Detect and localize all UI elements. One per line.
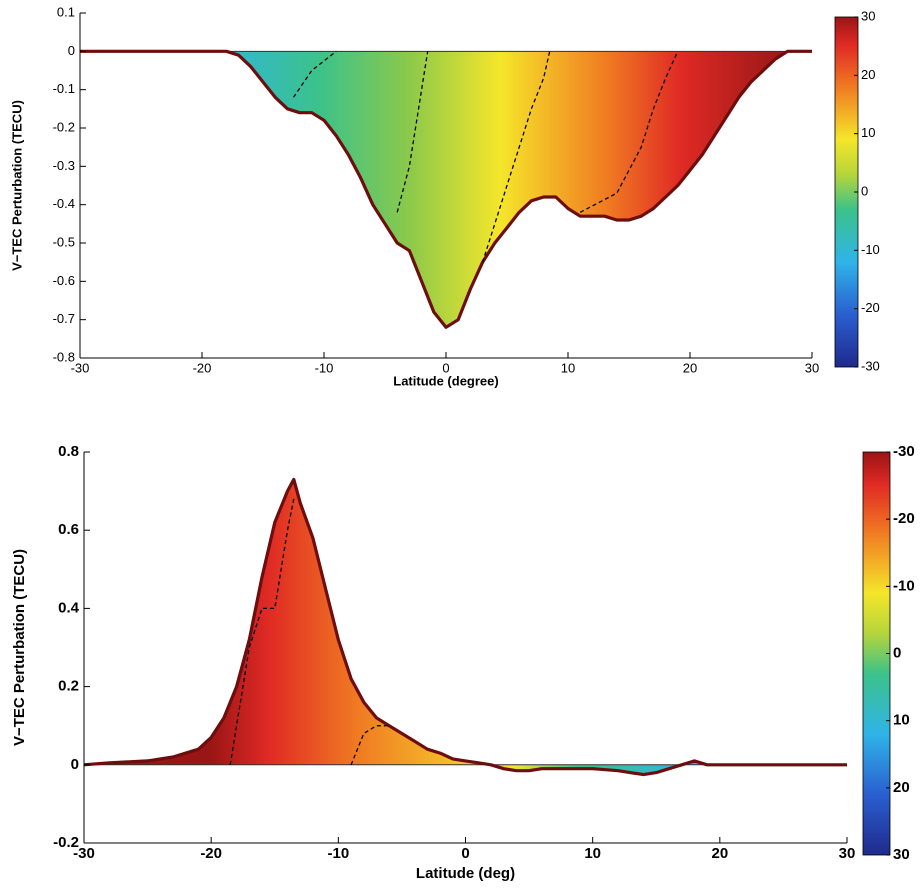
envelope-line — [80, 49, 812, 329]
x-tick-label: 0 — [461, 845, 469, 862]
colorbar-tick-label: -10 — [893, 577, 915, 594]
x-tick-label: 30 — [839, 845, 856, 862]
y-tick-label: -0.7 — [53, 311, 75, 326]
colorbar-tick-label: -30 — [861, 358, 880, 373]
y-tick-label: -0.6 — [53, 273, 75, 288]
y-axis-label: V−TEC Perturbation (TECU) — [9, 100, 24, 271]
colorbar-tick-label: 0 — [861, 183, 868, 198]
area-fill — [84, 479, 847, 775]
colorbar-tick-label: 20 — [861, 67, 875, 82]
colorbar-tick-label: -20 — [861, 300, 880, 315]
dashed-line — [350, 725, 390, 766]
dashed-line — [229, 498, 295, 765]
y-tick-label: 0.4 — [58, 599, 80, 616]
y-tick-label: -0.5 — [53, 234, 75, 249]
y-tick-label: 0.1 — [57, 4, 75, 19]
dashed-line — [396, 51, 429, 213]
x-tick-label: -30 — [73, 845, 95, 862]
y-tick-label: -0.3 — [53, 158, 75, 173]
y-tick-label: 0.6 — [58, 521, 79, 538]
y-tick-label: 0.8 — [58, 443, 79, 460]
area-fill — [80, 51, 812, 328]
x-tick-label: 20 — [683, 360, 697, 375]
x-tick-label: -30 — [71, 360, 90, 375]
x-tick-label: -10 — [327, 845, 349, 862]
envelope-line — [83, 477, 847, 777]
y-tick-label: -0.2 — [53, 119, 75, 134]
colorbar-tick-label: -10 — [861, 242, 880, 257]
x-tick-label: 10 — [561, 360, 575, 375]
colorbar-tick-label: 10 — [861, 125, 875, 140]
y-tick-label: 0 — [68, 43, 75, 58]
colorbar — [862, 451, 891, 856]
x-tick-label: 20 — [711, 845, 728, 862]
dashed-line — [292, 50, 337, 98]
colorbar-tick-label: 20 — [893, 779, 910, 796]
y-axis-label: V−TEC Perturbation (TECU) — [11, 549, 28, 746]
x-tick-label: -20 — [193, 360, 212, 375]
x-tick-label: 30 — [805, 360, 819, 375]
x-tick-label: -20 — [200, 845, 222, 862]
dashed-line — [481, 51, 551, 263]
dashed-line — [579, 51, 679, 213]
colorbar-tick-label: 30 — [861, 8, 875, 23]
colorbar-tick-label: -20 — [893, 510, 915, 527]
y-tick-label: -0.8 — [53, 349, 75, 364]
colorbar-tick-label: -30 — [893, 443, 915, 460]
colorbar-tick-label: 0 — [893, 644, 901, 661]
x-tick-label: 0 — [442, 360, 449, 375]
x-axis-label: Latitude (deg) — [416, 865, 515, 882]
colorbar-tick-label: 10 — [893, 712, 910, 729]
x-axis-label: Latitude (degree) — [393, 373, 498, 388]
y-tick-label: -0.2 — [53, 834, 79, 851]
y-tick-label: 0 — [71, 756, 79, 773]
x-tick-label: -10 — [315, 360, 334, 375]
y-tick-label: 0.2 — [58, 678, 79, 695]
x-tick-label: 10 — [584, 845, 601, 862]
y-tick-label: -0.4 — [53, 196, 75, 211]
colorbar-tick-label: 30 — [893, 846, 910, 863]
y-tick-label: -0.1 — [53, 81, 75, 96]
